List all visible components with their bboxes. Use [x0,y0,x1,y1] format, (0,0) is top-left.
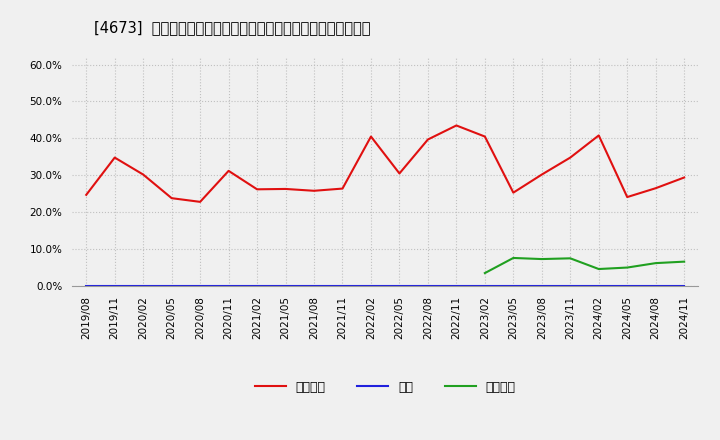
在庫 [423,283,432,288]
買入債務 [652,260,660,266]
売上債権 [509,190,518,195]
Text: [4673]  売上債権、在庫、買入債務の総資産に対する比率の推移: [4673] 売上債権、在庫、買入債務の総資産に対する比率の推移 [94,20,370,35]
在庫 [167,283,176,288]
在庫 [196,283,204,288]
売上債権 [282,186,290,191]
在庫 [652,283,660,288]
売上債権 [423,137,432,142]
売上債権 [452,123,461,128]
売上債権 [82,192,91,198]
売上債権 [566,155,575,160]
在庫 [225,283,233,288]
在庫 [452,283,461,288]
売上債権 [623,194,631,200]
売上債権 [652,186,660,191]
在庫 [680,283,688,288]
在庫 [139,283,148,288]
在庫 [595,283,603,288]
在庫 [282,283,290,288]
在庫 [366,283,375,288]
売上債権 [680,175,688,180]
在庫 [623,283,631,288]
Line: 買入債務: 買入債務 [485,258,684,273]
買入債務 [595,266,603,271]
売上債権 [253,187,261,192]
買入債務 [680,259,688,264]
在庫 [338,283,347,288]
買入債務 [566,256,575,261]
Legend: 売上債権, 在庫, 買入債務: 売上債権, 在庫, 買入債務 [250,376,521,399]
在庫 [253,283,261,288]
Line: 売上債権: 売上債権 [86,125,684,202]
売上債権 [395,171,404,176]
買入債務 [623,265,631,270]
売上債権 [196,199,204,205]
売上債権 [338,186,347,191]
売上債権 [167,195,176,201]
在庫 [537,283,546,288]
売上債権 [310,188,318,194]
在庫 [110,283,119,288]
買入債務 [509,255,518,260]
売上債権 [480,134,489,139]
在庫 [395,283,404,288]
売上債権 [366,134,375,139]
売上債権 [595,133,603,138]
在庫 [509,283,518,288]
在庫 [566,283,575,288]
在庫 [82,283,91,288]
売上債権 [110,155,119,160]
売上債権 [225,168,233,173]
在庫 [480,283,489,288]
売上債権 [537,172,546,177]
買入債務 [537,257,546,262]
売上債権 [139,172,148,177]
買入債務 [480,271,489,276]
在庫 [310,283,318,288]
